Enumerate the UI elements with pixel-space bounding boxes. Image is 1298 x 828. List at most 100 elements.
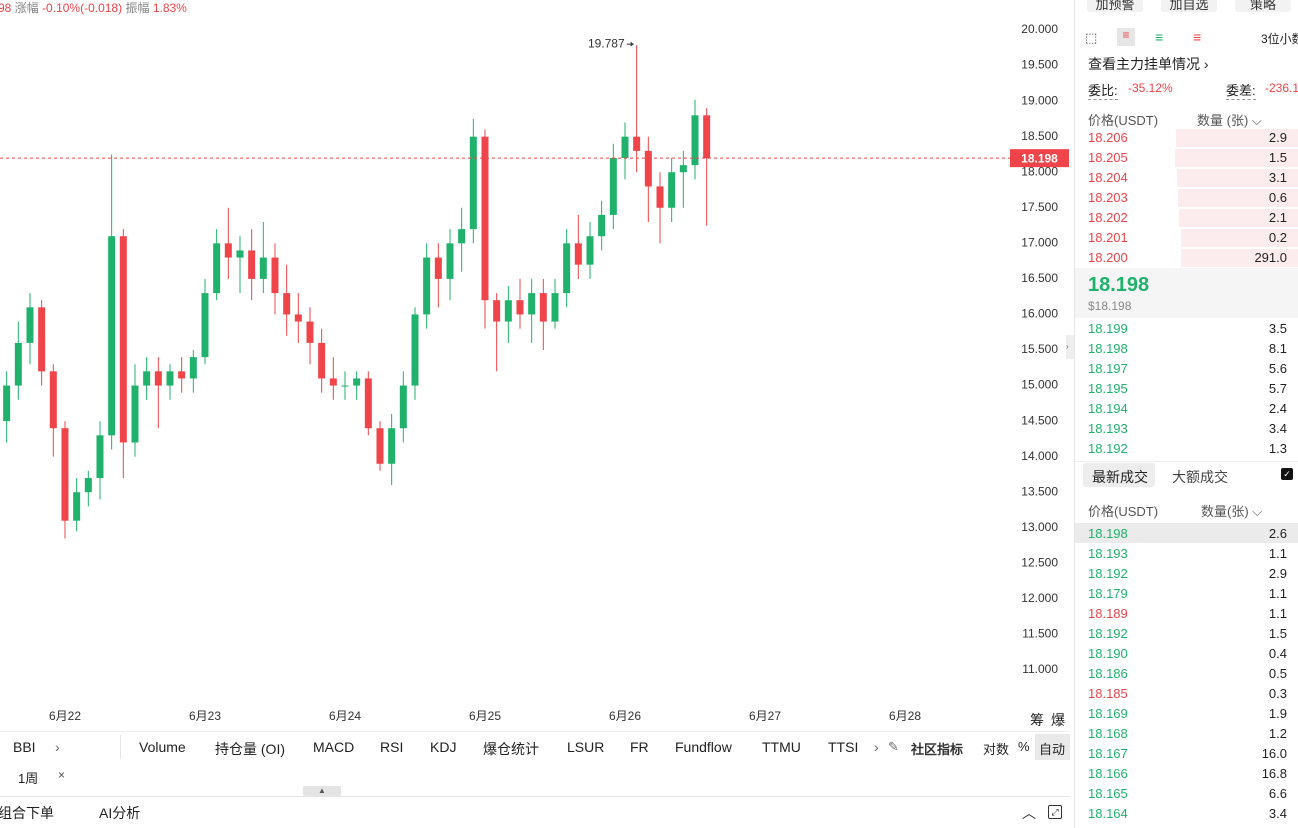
bid-price[interactable]: 18.195 <box>1088 381 1128 396</box>
candle-body <box>364 378 372 429</box>
high-annotation: 19.787 <box>588 36 625 50</box>
y-tick-label: 18.500 <box>1021 129 1058 143</box>
bid-price[interactable]: 18.193 <box>1088 421 1128 436</box>
depth-bar <box>1177 169 1298 187</box>
candle-body <box>469 136 477 230</box>
bid-qty: 3.5 <box>1268 321 1287 336</box>
indicator[interactable]: KDJ <box>430 739 457 755</box>
trade-qty: 2.9 <box>1268 566 1287 581</box>
indicator[interactable]: Volume <box>139 739 186 755</box>
button[interactable]: 加自选 <box>1161 0 1217 12</box>
ask-price[interactable]: 18.205 <box>1088 150 1128 165</box>
trade-header: 价格(USDT) <box>1088 504 1159 519</box>
book-header[interactable]: 数量 (张) ⌵ <box>1197 113 1262 128</box>
candle-body <box>108 236 116 436</box>
divider <box>0 796 1070 797</box>
bid-price[interactable]: 18.197 <box>1088 361 1128 376</box>
indicator-tool[interactable]: 自动 <box>1039 742 1066 757</box>
chevron[interactable]: › <box>55 739 60 755</box>
indicator-tool[interactable]: 社区指标 <box>911 742 964 757</box>
ask-price[interactable]: 18.206 <box>1088 130 1128 145</box>
bid-qty: 8.1 <box>1268 341 1287 356</box>
popout-icon[interactable]: ⤢ <box>1048 805 1062 819</box>
trade-price: 18.189 <box>1088 606 1128 621</box>
y-tick-label: 12.500 <box>1021 556 1058 570</box>
candle-body <box>528 293 536 315</box>
indicator[interactable]: LSUR <box>567 739 605 755</box>
candle-body <box>166 371 174 386</box>
button[interactable]: 策略 <box>1235 0 1291 12</box>
icon[interactable]: ≡ <box>1155 29 1164 45</box>
panel-toggle[interactable]: › <box>1066 335 1074 359</box>
trade-qty: 1.2 <box>1268 726 1287 741</box>
candle-body <box>551 293 559 322</box>
amp: 1.83% <box>152 1 187 15</box>
separator <box>120 735 121 759</box>
trade-header-qty[interactable]: 数量(张) ⌵ <box>1201 504 1263 519</box>
bid-qty: 5.7 <box>1268 381 1287 396</box>
bid-price[interactable]: 18.192 <box>1088 441 1128 456</box>
candle-body <box>376 428 384 464</box>
collapse-handle[interactable]: ▲ <box>303 786 341 796</box>
bottom-tab[interactable]: AI分析 <box>99 805 141 821</box>
main-orders[interactable]: 查看主力挂单情况 <box>1088 56 1200 72</box>
side-label[interactable]: 筹 <box>1030 712 1044 728</box>
icon[interactable]: ⬚ <box>1085 30 1098 45</box>
indicator[interactable]: 爆仓统计 <box>483 741 539 757</box>
mid-price: 18.198 <box>1088 274 1150 296</box>
indicator[interactable]: Fundflow <box>675 739 732 755</box>
decimals[interactable]: 3位小数 <box>1261 32 1298 46</box>
icon[interactable]: ≡ <box>1193 29 1202 45</box>
candle-body <box>411 314 419 386</box>
side-label[interactable]: 爆 <box>1051 712 1065 728</box>
ask-price[interactable]: 18.202 <box>1088 210 1128 225</box>
indicator[interactable]: TTMU <box>762 739 801 755</box>
candle-body <box>481 136 489 301</box>
main-orders-link[interactable]: 查看主力挂单情况 › <box>1088 56 1209 72</box>
ratio-label: 委比: <box>1088 80 1118 100</box>
ask-price[interactable]: 18.201 <box>1088 230 1128 245</box>
candle-body <box>644 150 652 187</box>
ask-qty: 1.5 <box>1268 150 1287 165</box>
trade-qty: 2.6 <box>1268 526 1287 541</box>
bid-qty: 5.6 <box>1268 361 1287 376</box>
candle-body <box>283 293 291 315</box>
candle-body <box>504 300 512 322</box>
bottom-tab[interactable]: 组合下单 <box>0 805 54 821</box>
x-tick-label: 6月22 <box>49 709 81 723</box>
ask-price[interactable]: 18.203 <box>1088 190 1128 205</box>
trade-qty: 0.5 <box>1268 666 1287 681</box>
x-tick-label: 6月24 <box>329 709 361 723</box>
chevron[interactable]: › <box>874 739 879 755</box>
candle-body <box>84 478 92 493</box>
expand-icon[interactable]: ︿ <box>1022 805 1036 821</box>
indicator-tool[interactable]: 对数 <box>983 742 1010 757</box>
indicator[interactable]: MACD <box>313 739 355 755</box>
bid-price[interactable]: 18.199 <box>1088 321 1128 336</box>
candle-body <box>73 492 81 521</box>
indicator[interactable]: BBI <box>13 739 36 755</box>
checkbox[interactable]: ✓ <box>1281 468 1293 480</box>
icon[interactable]: ≡ <box>1117 28 1135 46</box>
qty-header[interactable]: 数量(张) <box>1201 504 1249 519</box>
trade-tab[interactable]: 大额成交 <box>1172 469 1228 485</box>
indicator-tool[interactable]: % <box>1018 739 1030 754</box>
trade-tab[interactable]: 最新成交 <box>1092 469 1148 485</box>
period[interactable]: 1周 <box>18 771 39 786</box>
ask-price[interactable]: 18.204 <box>1088 170 1128 185</box>
close-icon[interactable]: × <box>58 768 66 782</box>
button[interactable]: 加预警 <box>1087 0 1143 12</box>
candle-body <box>563 243 571 294</box>
row-highlight <box>1075 523 1298 543</box>
edit-icon[interactable]: ✎ <box>888 739 899 754</box>
bid-price[interactable]: 18.194 <box>1088 401 1128 416</box>
bid-price[interactable]: 18.198 <box>1088 341 1128 356</box>
indicator[interactable]: FR <box>630 739 649 755</box>
indicator[interactable]: RSI <box>380 739 404 755</box>
candle-body <box>493 300 501 322</box>
ask-price[interactable]: 18.200 <box>1088 250 1128 265</box>
indicator[interactable]: TTSI <box>828 739 859 755</box>
candle-body <box>154 371 162 386</box>
qty-header[interactable]: 数量 (张) <box>1197 113 1249 128</box>
indicator[interactable]: 持仓量 (OI) <box>215 741 285 757</box>
